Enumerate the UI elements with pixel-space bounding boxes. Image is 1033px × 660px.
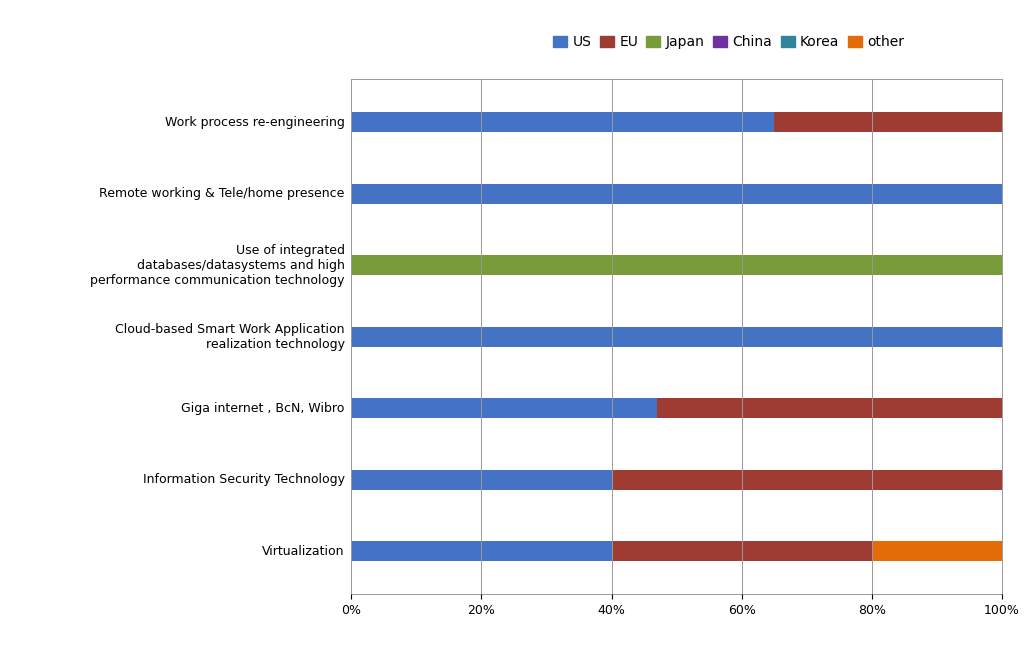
Bar bbox=[351, 183, 1002, 204]
Text: Work process re-engineering: Work process re-engineering bbox=[165, 115, 345, 129]
Bar bbox=[351, 470, 612, 490]
Text: Cloud-based Smart Work Application
realization technology: Cloud-based Smart Work Application reali… bbox=[116, 323, 345, 350]
Bar bbox=[775, 112, 1002, 132]
Bar bbox=[612, 470, 1002, 490]
Bar bbox=[657, 398, 1002, 418]
Bar bbox=[351, 255, 1002, 275]
Text: Use of integrated
databases/datasystems and high
performance communication techn: Use of integrated databases/datasystems … bbox=[90, 244, 345, 286]
Bar bbox=[351, 541, 612, 561]
Text: Giga internet , BcN, Wibro: Giga internet , BcN, Wibro bbox=[182, 401, 345, 414]
Bar bbox=[612, 541, 872, 561]
Bar bbox=[351, 112, 775, 132]
Bar bbox=[872, 541, 1002, 561]
Bar bbox=[351, 327, 1002, 346]
Text: Virtualization: Virtualization bbox=[262, 544, 345, 558]
Text: Remote working & Tele/home presence: Remote working & Tele/home presence bbox=[99, 187, 345, 200]
Legend: US, EU, Japan, China, Korea, other: US, EU, Japan, China, Korea, other bbox=[547, 30, 910, 55]
Bar bbox=[351, 398, 657, 418]
Text: Information Security Technology: Information Security Technology bbox=[143, 473, 345, 486]
